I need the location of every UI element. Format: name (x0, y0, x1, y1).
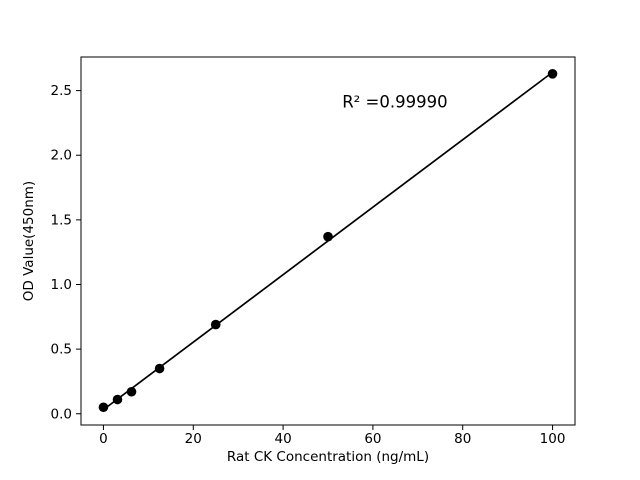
data-point (210, 319, 221, 330)
plot-border (80, 56, 576, 426)
data-point (126, 386, 137, 397)
x-tick-label: 20 (185, 431, 202, 447)
y-tick-label: 2.5 (51, 83, 72, 99)
x-tick-label: 100 (540, 431, 566, 447)
y-tick-label: 0.5 (51, 342, 72, 358)
data-point (154, 363, 165, 374)
data-point (112, 394, 123, 405)
y-tick-label: 1.0 (51, 277, 72, 293)
data-point (547, 69, 558, 79)
x-axis-label: Rat CK Concentration (ng/mL) (227, 449, 429, 465)
x-tick-label: 60 (364, 431, 381, 447)
y-tick-label: 0.0 (51, 406, 72, 422)
x-tick-label: 40 (274, 431, 291, 447)
data-point (98, 402, 109, 413)
r-squared-annotation: R² =0.99990 (342, 93, 447, 112)
y-tick-label: 1.5 (51, 212, 72, 228)
x-tick-label: 80 (454, 431, 471, 447)
data-point (323, 231, 333, 242)
y-axis-label: OD Value(450nm) (21, 181, 37, 301)
x-tick-label: 0 (99, 431, 108, 447)
y-tick-label: 2.0 (51, 148, 72, 164)
